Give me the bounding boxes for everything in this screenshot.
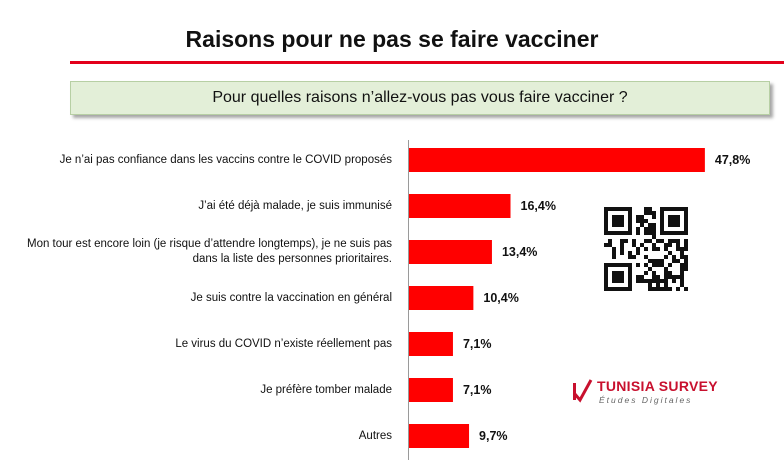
category-axis-line bbox=[408, 140, 409, 460]
value-label-5: 7,1% bbox=[462, 337, 492, 351]
value-label-3: 13,4% bbox=[501, 245, 538, 259]
brand-subtitle: Études Digitales bbox=[599, 395, 693, 405]
brand-logo: TUNISIA SURVEY Études Digitales bbox=[571, 376, 731, 410]
value-label-1: 47,8% bbox=[714, 153, 751, 167]
question-box: Pour quelles raisons n’allez-vous pas vo… bbox=[70, 81, 770, 115]
question-text: Pour quelles raisons n’allez-vous pas vo… bbox=[212, 89, 628, 106]
value-label-2: 16,4% bbox=[520, 199, 556, 213]
category-label-4: Je suis contre la vaccination en général bbox=[190, 291, 392, 304]
bar-4 bbox=[409, 286, 474, 310]
category-label-6: Je préfère tomber malade bbox=[260, 383, 392, 396]
bar-1 bbox=[409, 148, 705, 172]
category-label-3: Mon tour est encore loin (je risque d’at… bbox=[26, 238, 392, 265]
bar-6 bbox=[409, 378, 453, 402]
qr-code-icon bbox=[604, 207, 688, 291]
category-label-2: J’ai été déjà malade, je suis immunisé bbox=[198, 199, 392, 212]
value-label-7: 9,7% bbox=[479, 429, 508, 443]
bar-3 bbox=[409, 240, 492, 264]
category-label-7: Autres bbox=[358, 429, 392, 442]
category-label-1: Je n’ai pas confiance dans les vaccins c… bbox=[59, 153, 392, 166]
category-label-5: Le virus du COVID n’existe réellement pa… bbox=[175, 337, 392, 350]
chart-title: Raisons pour ne pas se faire vacciner bbox=[185, 26, 599, 52]
title-underline bbox=[70, 61, 784, 64]
checkmark-logo-icon bbox=[572, 379, 593, 403]
bar-7 bbox=[409, 424, 470, 448]
value-label-6: 7,1% bbox=[462, 383, 492, 397]
bar-2 bbox=[409, 194, 511, 218]
brand-name: TUNISIA SURVEY bbox=[597, 378, 718, 394]
bar-5 bbox=[409, 332, 453, 356]
value-label-4: 10,4% bbox=[483, 291, 519, 305]
